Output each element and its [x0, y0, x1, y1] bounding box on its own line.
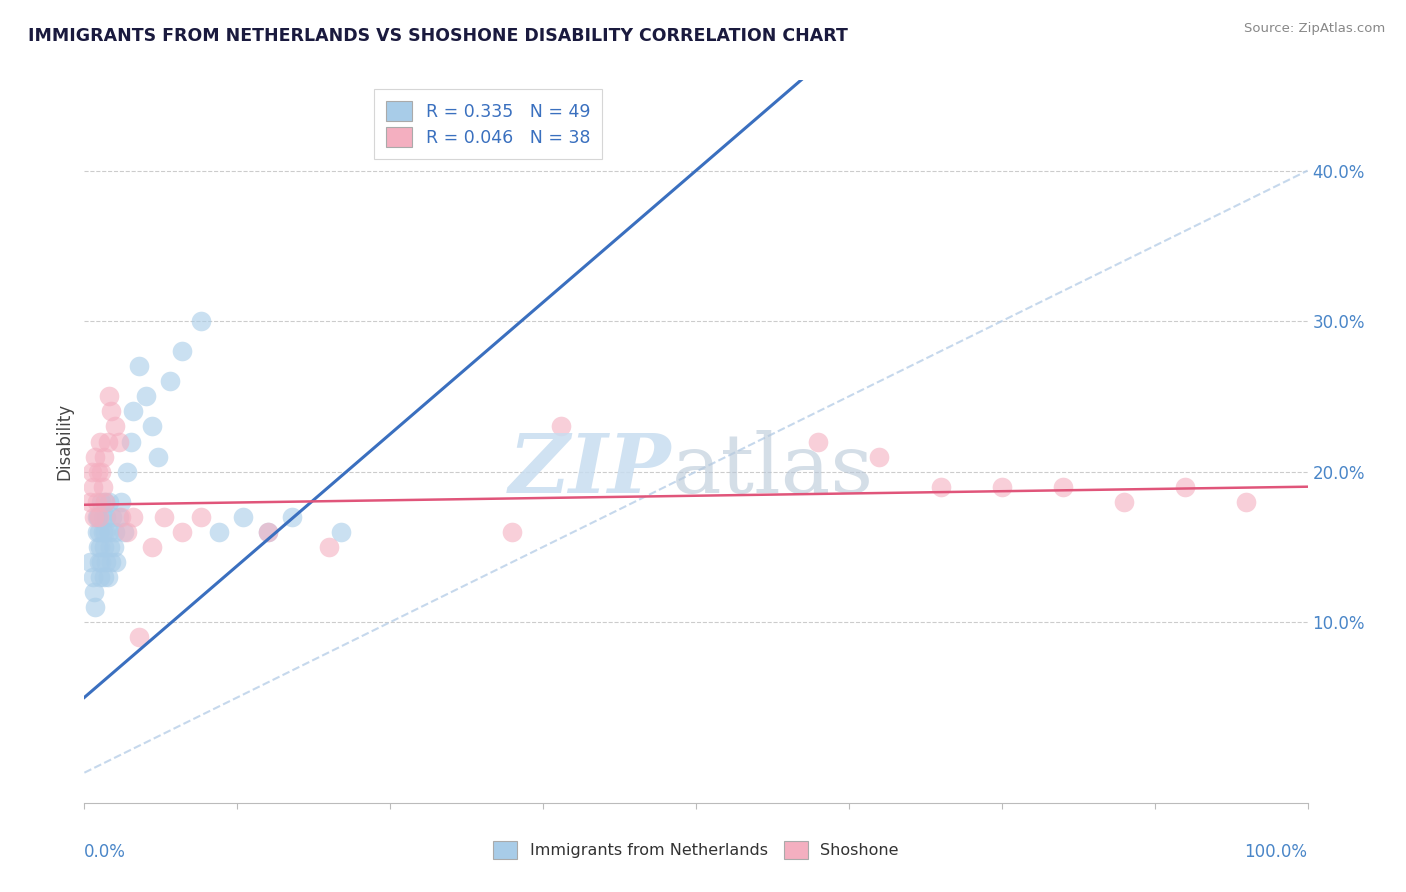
Point: [318, 540, 340, 554]
Point: [94, 494, 117, 508]
Point: [87, 465, 110, 479]
Point: [84, 450, 107, 464]
Point: [104, 524, 127, 539]
Point: [141, 540, 163, 554]
Point: [550, 419, 572, 434]
Point: [103, 540, 125, 554]
Text: 0.0%: 0.0%: [84, 843, 127, 861]
Point: [96, 509, 118, 524]
Point: [94, 494, 117, 508]
Point: [208, 524, 231, 539]
Point: [96, 555, 118, 569]
Point: [135, 389, 157, 403]
Point: [83, 509, 105, 524]
Point: [90, 494, 112, 508]
Point: [93, 450, 115, 464]
Text: Source: ZipAtlas.com: Source: ZipAtlas.com: [1244, 22, 1385, 36]
Point: [100, 404, 122, 418]
Point: [90, 465, 112, 479]
Point: [87, 555, 110, 569]
Point: [105, 555, 128, 569]
Point: [79, 555, 101, 569]
Point: [89, 540, 111, 554]
Text: 100.0%: 100.0%: [1244, 843, 1308, 861]
Point: [141, 419, 163, 434]
Point: [929, 480, 952, 494]
Point: [281, 509, 304, 524]
Point: [97, 389, 120, 403]
Point: [97, 494, 120, 508]
Point: [172, 524, 194, 539]
Point: [107, 434, 129, 449]
Point: [93, 570, 115, 584]
Point: [80, 465, 103, 479]
Point: [104, 419, 127, 434]
Point: [98, 540, 121, 554]
Point: [91, 480, 114, 494]
Point: [122, 509, 145, 524]
Point: [97, 524, 120, 539]
Point: [159, 375, 181, 389]
Point: [107, 509, 129, 524]
Point: [89, 570, 111, 584]
Point: [94, 524, 117, 539]
Point: [1052, 480, 1074, 494]
Y-axis label: Disability: Disability: [55, 403, 73, 480]
Point: [128, 359, 150, 374]
Point: [82, 570, 104, 584]
Point: [91, 524, 114, 539]
Text: ZIP: ZIP: [509, 431, 672, 510]
Point: [172, 344, 194, 359]
Point: [89, 434, 111, 449]
Point: [93, 540, 115, 554]
Point: [112, 524, 135, 539]
Point: [153, 509, 176, 524]
Point: [97, 570, 120, 584]
Point: [79, 494, 101, 508]
Point: [115, 465, 138, 479]
Point: [991, 480, 1014, 494]
Point: [101, 509, 124, 524]
Legend: Immigrants from Netherlands, Shoshone: Immigrants from Netherlands, Shoshone: [485, 832, 907, 867]
Point: [128, 630, 150, 644]
Point: [232, 509, 254, 524]
Point: [90, 555, 112, 569]
Point: [87, 509, 110, 524]
Point: [122, 404, 145, 418]
Point: [100, 555, 122, 569]
Point: [120, 434, 142, 449]
Point: [115, 524, 138, 539]
Point: [1114, 494, 1136, 508]
Point: [86, 524, 108, 539]
Text: IMMIGRANTS FROM NETHERLANDS VS SHOSHONE DISABILITY CORRELATION CHART: IMMIGRANTS FROM NETHERLANDS VS SHOSHONE …: [28, 27, 848, 45]
Point: [91, 509, 114, 524]
Point: [1236, 494, 1258, 508]
Point: [257, 524, 280, 539]
Point: [87, 509, 110, 524]
Point: [83, 585, 105, 599]
Point: [1174, 480, 1197, 494]
Point: [97, 434, 120, 449]
Point: [807, 434, 830, 449]
Point: [110, 509, 132, 524]
Point: [502, 524, 524, 539]
Text: atlas: atlas: [672, 431, 873, 510]
Point: [87, 524, 110, 539]
Point: [190, 509, 212, 524]
Point: [110, 494, 132, 508]
Point: [257, 524, 280, 539]
Point: [146, 450, 169, 464]
Point: [87, 540, 110, 554]
Point: [190, 314, 212, 328]
Point: [869, 450, 891, 464]
Point: [84, 600, 107, 615]
Point: [82, 480, 104, 494]
Point: [86, 494, 108, 508]
Point: [86, 509, 108, 524]
Point: [330, 524, 353, 539]
